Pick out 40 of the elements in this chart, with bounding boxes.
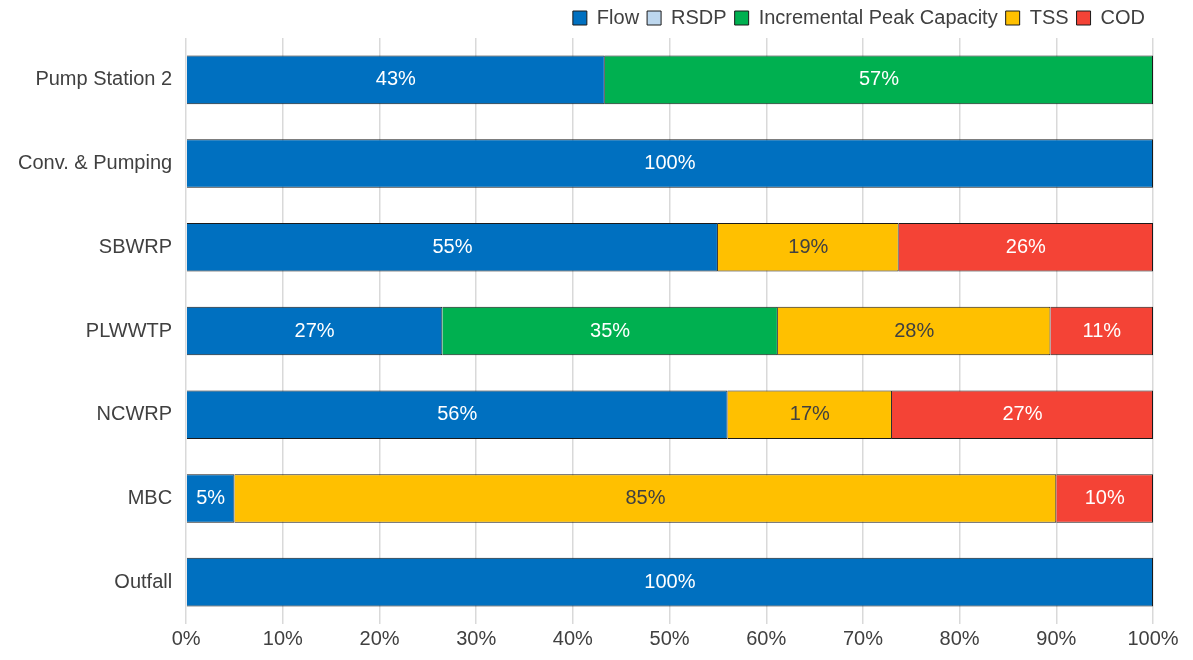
x-tick-label: 50% — [649, 626, 690, 649]
y-tick-label: Conv. & Pumping — [17, 151, 173, 174]
data-label: 17% — [789, 402, 830, 425]
y-tick-label: PLWWTP — [85, 318, 173, 341]
data-label: 27% — [294, 318, 335, 341]
data-label: 100% — [644, 569, 696, 592]
legend-label: COD — [1100, 5, 1146, 28]
data-label: 43% — [375, 67, 417, 90]
data-label: 57% — [858, 67, 900, 90]
x-tick-label: 60% — [746, 626, 787, 649]
y-tick-label: MBC — [127, 485, 173, 508]
data-label: 85% — [625, 485, 666, 508]
data-label: 10% — [1084, 485, 1125, 508]
data-label: 35% — [590, 318, 631, 341]
x-tick-label: 10% — [262, 626, 304, 649]
data-label: 11% — [1082, 318, 1122, 341]
data-label: 28% — [894, 318, 935, 341]
legend-label: RSDP — [671, 5, 727, 28]
x-tick-label: 30% — [456, 626, 497, 649]
legend-label: Flow — [596, 5, 640, 28]
x-tick-label: 70% — [842, 626, 884, 649]
data-label: 5% — [196, 485, 226, 508]
data-label: 100% — [644, 151, 696, 174]
data-label: 27% — [1002, 402, 1043, 425]
x-tick-label: 90% — [1036, 626, 1077, 649]
x-tick-label: 0% — [171, 626, 201, 649]
data-label: 56% — [437, 402, 478, 425]
data-label: 19% — [788, 234, 829, 257]
legend-label: TSS — [1029, 5, 1069, 28]
x-tick-label: 40% — [552, 626, 594, 649]
x-tick-label: 80% — [939, 626, 980, 649]
y-tick-label: NCWRP — [96, 402, 173, 425]
legend-label: Incremental Peak Capacity — [758, 5, 998, 28]
y-tick-label: Outfall — [114, 569, 173, 592]
data-label: 26% — [1005, 234, 1047, 257]
data-label: 55% — [432, 234, 473, 257]
x-tick-label: 20% — [359, 626, 400, 649]
x-tick-label: 100% — [1127, 626, 1179, 649]
y-tick-label: Pump Station 2 — [35, 67, 173, 90]
y-tick-label: SBWRP — [98, 234, 173, 257]
